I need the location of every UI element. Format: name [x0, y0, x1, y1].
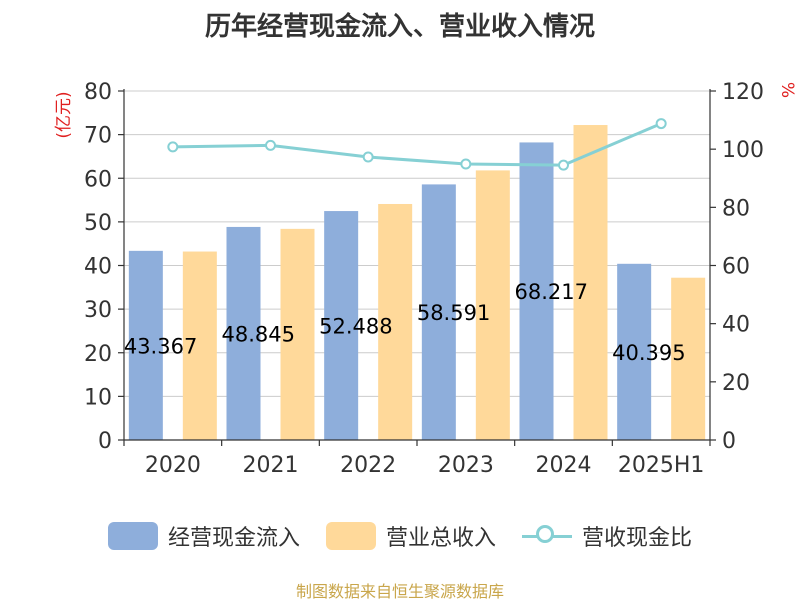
left-tick-label: 40 [84, 255, 112, 280]
legend-label-cash: 经营现金流入 [167, 526, 300, 551]
x-tick-label: 2020 [145, 453, 201, 478]
bar-revenue-2022 [378, 203, 413, 440]
left-tick-label: 0 [98, 429, 112, 454]
bar-cash-2023 [421, 184, 456, 440]
right-axis-unit: % [777, 82, 797, 98]
right-tick-label: 80 [722, 196, 750, 221]
right-tick-label: 120 [722, 80, 764, 105]
bar-label-cash-2024: 68.217 [515, 280, 588, 304]
bar-revenue-2024 [573, 125, 608, 440]
x-tick-label: 2025H1 [618, 453, 705, 478]
left-tick-label: 60 [84, 167, 112, 192]
left-tick-label: 70 [84, 124, 112, 149]
ratio-point-2021 [265, 139, 276, 151]
legend-item-cash[interactable]: 经营现金流入 [107, 520, 300, 552]
left-axis-unit: (亿元) [54, 91, 74, 138]
bar-revenue-2021 [280, 228, 315, 440]
x-tick-label: 2022 [340, 453, 396, 478]
legend: 经营现金流入 营业总收入 营收现金比 [0, 516, 800, 556]
left-tick-label: 20 [84, 342, 112, 367]
left-tick-label: 50 [84, 211, 112, 236]
chart-title: 历年经营现金流入、营业收入情况 [204, 12, 595, 42]
bar-cash-2025H1 [617, 263, 652, 440]
bar-value-labels: 43.367 48.845 52.488 58.591 68.217 40.395 [124, 280, 686, 365]
gridlines [124, 90, 710, 397]
legend-item-ratio[interactable]: 营收现金比 [522, 520, 692, 552]
bar-cash-2024 [519, 142, 554, 440]
ratio-point-2020 [167, 141, 179, 153]
axes: 0 10 20 30 40 50 60 70 80 0 20 40 60 80 100 120 2020 2021… [54, 80, 797, 478]
right-tick-label: 20 [722, 371, 750, 396]
ratio-point-2024 [558, 159, 569, 171]
bar-label-cash-2020: 43.367 [124, 334, 197, 358]
right-tick-label: 60 [722, 255, 750, 280]
ratio-point-2023 [460, 158, 472, 170]
right-tick-label: 40 [722, 313, 750, 338]
right-tick-label: 0 [722, 429, 736, 454]
x-tick-label: 2021 [243, 453, 299, 478]
bar-revenue-2023 [475, 170, 510, 440]
ratio-point-2025H1 [655, 118, 667, 130]
ratio-point-2022 [362, 151, 374, 163]
bar-label-cash-2022: 52.488 [319, 315, 392, 339]
bar-label-cash-2021: 48.845 [222, 322, 295, 346]
x-tick-label: 2024 [536, 453, 592, 478]
bar-cash-2020 [128, 250, 163, 440]
legend-swatch-cash [107, 522, 158, 550]
ratio-line-path [172, 122, 662, 167]
legend-item-revenue[interactable]: 营业总收入 [325, 520, 496, 552]
source-note: 制图数据来自恒生聚源数据库 [295, 582, 504, 601]
left-tick-label: 30 [84, 298, 112, 323]
bar-revenue-2025H1 [671, 277, 706, 440]
legend-label-ratio: 营收现金比 [582, 526, 693, 551]
bar-cash-2022 [324, 211, 359, 440]
bar-cash-2021 [226, 226, 261, 440]
right-tick-label: 100 [722, 138, 764, 163]
bar-revenue-2020 [182, 251, 217, 440]
ratio-line [167, 118, 667, 171]
legend-label-revenue: 营业总收入 [385, 526, 496, 551]
bar-label-cash-2023: 58.591 [417, 301, 490, 325]
legend-swatch-revenue [325, 522, 376, 550]
left-tick-label: 80 [84, 80, 112, 105]
bar-label-cash-2025H1: 40.395 [612, 341, 685, 365]
legend-swatch-ratio [522, 522, 572, 550]
x-tick-label: 2023 [438, 453, 494, 478]
left-tick-label: 10 [84, 385, 112, 410]
bars [128, 125, 706, 440]
